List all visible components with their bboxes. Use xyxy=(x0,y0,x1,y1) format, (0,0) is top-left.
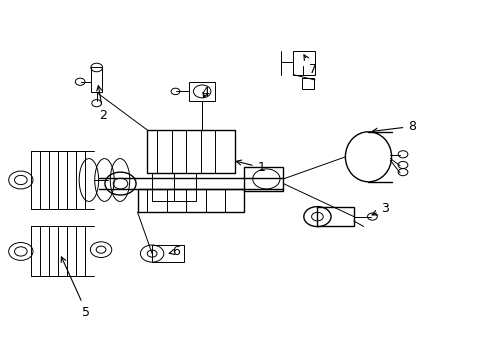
Bar xyxy=(188,82,215,102)
Bar xyxy=(91,67,102,93)
Text: 6: 6 xyxy=(169,245,180,258)
Text: 2: 2 xyxy=(97,86,107,122)
Bar xyxy=(301,78,313,89)
Bar xyxy=(152,173,174,202)
Bar xyxy=(174,173,196,202)
Text: 7: 7 xyxy=(304,55,316,76)
Text: 3: 3 xyxy=(371,202,388,215)
Bar xyxy=(137,189,244,212)
Bar xyxy=(152,245,183,262)
Bar xyxy=(292,51,314,75)
Bar xyxy=(317,207,353,226)
Bar xyxy=(147,130,234,173)
Bar xyxy=(244,167,283,191)
Text: 4: 4 xyxy=(201,86,209,99)
Text: 8: 8 xyxy=(372,120,415,133)
Text: 1: 1 xyxy=(236,160,265,174)
Text: 5: 5 xyxy=(61,257,90,319)
